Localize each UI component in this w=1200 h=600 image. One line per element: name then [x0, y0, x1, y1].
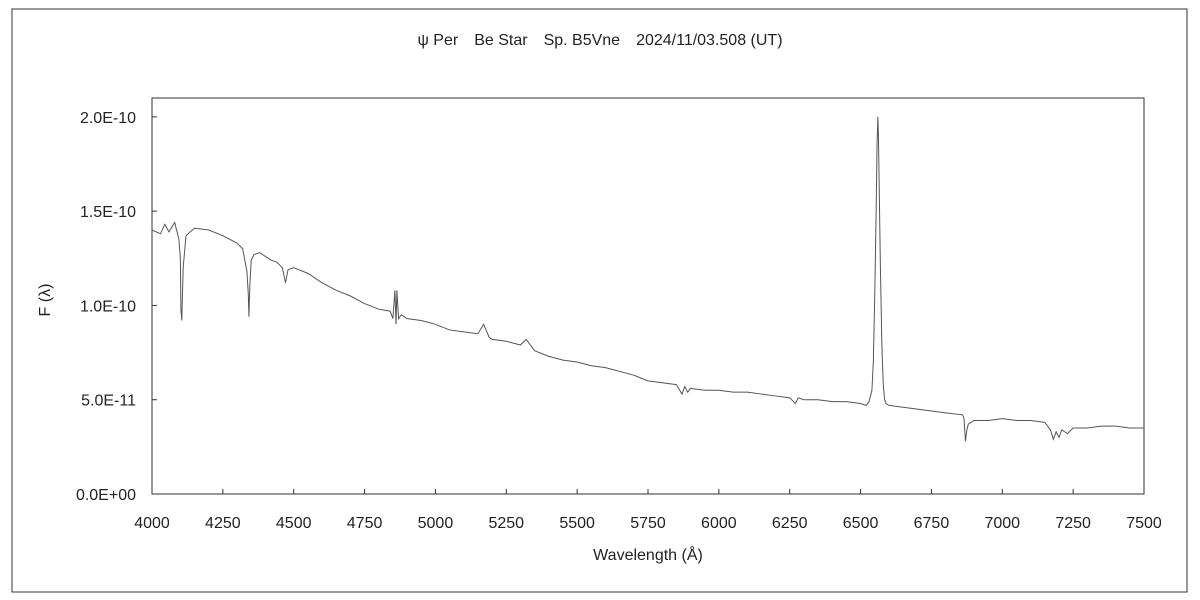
y-tick-label: 5.0E-11: [81, 393, 136, 410]
y-axis: 0.0E+00 5.0E-11 1.0E-10 1.5E-10 2.0E-10: [76, 110, 157, 504]
x-axis-title: Wavelength (Å): [593, 545, 703, 564]
x-tick-label: 7000: [984, 515, 1020, 532]
chart-border: [11, 8, 1188, 593]
x-tick-label: 6250: [772, 515, 808, 532]
x-tick-label: 6500: [843, 515, 879, 532]
x-tick-label: 4250: [205, 515, 241, 532]
y-tick-label: 1.5E-10: [80, 204, 136, 221]
chart-title: ψ Per Be Star Sp. B5Vne 2024/11/03.508 (…: [417, 32, 782, 49]
x-axis: 4000 4250 4500 4750 5000 5250 5500 5750 6000 6250…: [134, 489, 1162, 532]
x-tick-label: 7500: [1126, 515, 1162, 532]
x-tick-label: 5000: [418, 515, 454, 532]
x-tick-label: 5500: [559, 515, 595, 532]
x-tick-label: 4000: [134, 515, 170, 532]
x-tick-label: 6000: [701, 515, 737, 532]
y-tick-label: 0.0E+00: [76, 487, 136, 504]
x-tick-label: 7250: [1055, 515, 1091, 532]
x-tick-label: 4500: [276, 515, 312, 532]
x-tick-label: 4750: [347, 515, 383, 532]
y-tick-label: 2.0E-10: [80, 110, 136, 127]
y-tick-label: 1.0E-10: [80, 298, 136, 315]
x-tick-label: 5750: [630, 515, 666, 532]
spectrum-line: [151, 116, 1144, 442]
y-axis-title: F (λ): [37, 284, 54, 317]
x-tick-label: 6750: [914, 515, 950, 532]
x-tick-label: 5250: [488, 515, 524, 532]
